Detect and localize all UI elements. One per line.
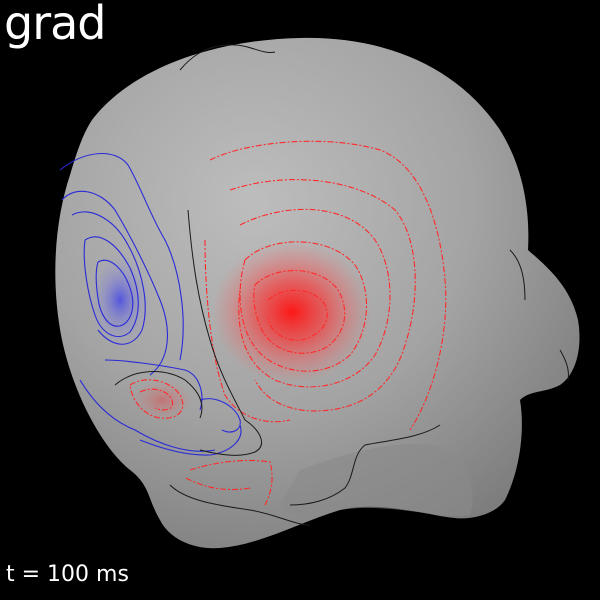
page-title: grad <box>4 0 106 50</box>
positive-contours <box>129 140 447 506</box>
negative-field-peak <box>88 252 152 348</box>
secondary-positive-field <box>132 380 192 420</box>
negative-contours <box>59 153 242 456</box>
positive-field-peak <box>212 240 372 384</box>
zero-contours <box>114 44 569 526</box>
time-label: t = 100 ms <box>6 562 129 587</box>
